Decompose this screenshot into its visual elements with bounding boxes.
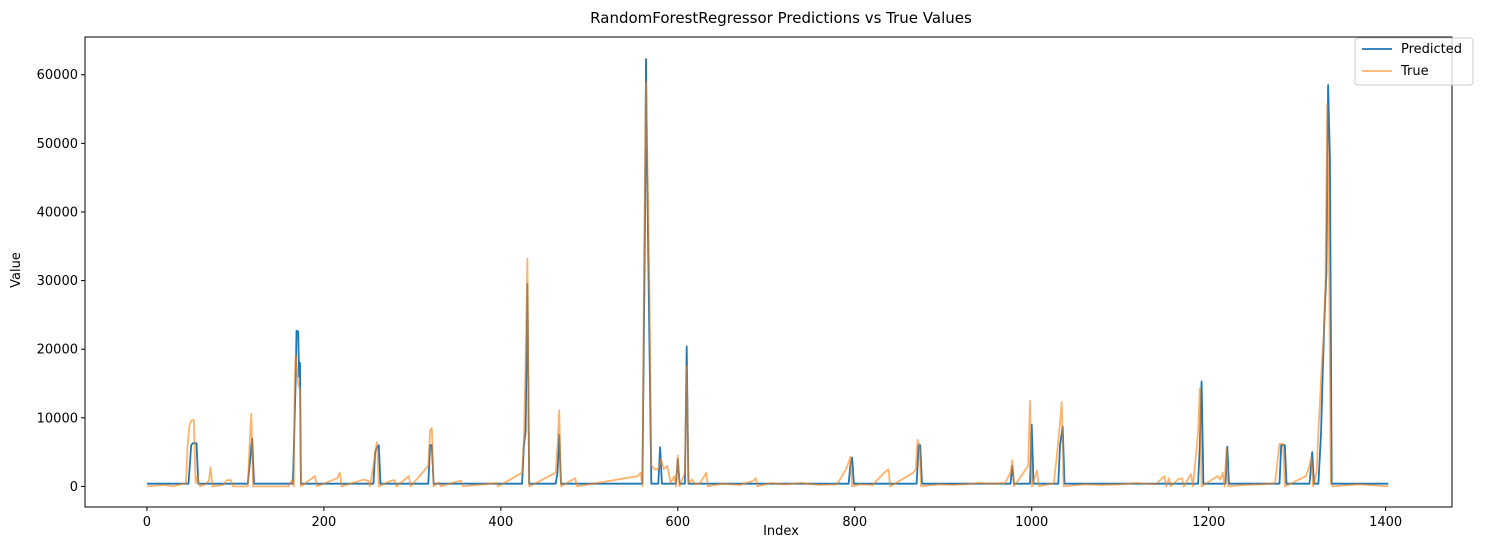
- y-axis-label: Value: [9, 252, 24, 288]
- chart-title: RandomForestRegressor Predictions vs Tru…: [590, 9, 972, 27]
- series-line-true: [146, 80, 1389, 488]
- y-tick-label: 10000: [37, 411, 78, 426]
- x-tick-label: 200: [311, 515, 336, 530]
- x-axis-label: Index: [763, 524, 799, 539]
- x-tick-label: 0: [143, 515, 151, 530]
- y-tick-label: 60000: [37, 68, 78, 83]
- y-tick-label: 20000: [37, 343, 78, 358]
- x-tick-label: 600: [665, 515, 690, 530]
- x-tick-label: 400: [488, 515, 513, 530]
- plot-area: [146, 58, 1389, 488]
- legend-predicted-label: Predicted: [1401, 42, 1462, 57]
- x-tick-label: 1200: [1192, 515, 1225, 530]
- x-tick-label: 1400: [1369, 515, 1402, 530]
- series-line-predicted: [146, 58, 1389, 485]
- y-tick-label: 40000: [37, 205, 78, 220]
- legend: Predicted True: [1354, 37, 1474, 86]
- x-axis: 0 200 400 600 800 1000 1200 1400: [143, 507, 1402, 530]
- legend-true-label: True: [1400, 64, 1429, 79]
- y-tick-label: 30000: [37, 274, 78, 289]
- y-tick-label: 50000: [37, 137, 78, 152]
- x-tick-label: 1000: [1015, 515, 1048, 530]
- y-tick-label: 0: [70, 480, 78, 495]
- plot-frame: [84, 36, 1453, 508]
- x-tick-label: 800: [842, 515, 867, 530]
- y-axis: 0 10000 20000 30000 40000 50000 60000: [37, 68, 85, 495]
